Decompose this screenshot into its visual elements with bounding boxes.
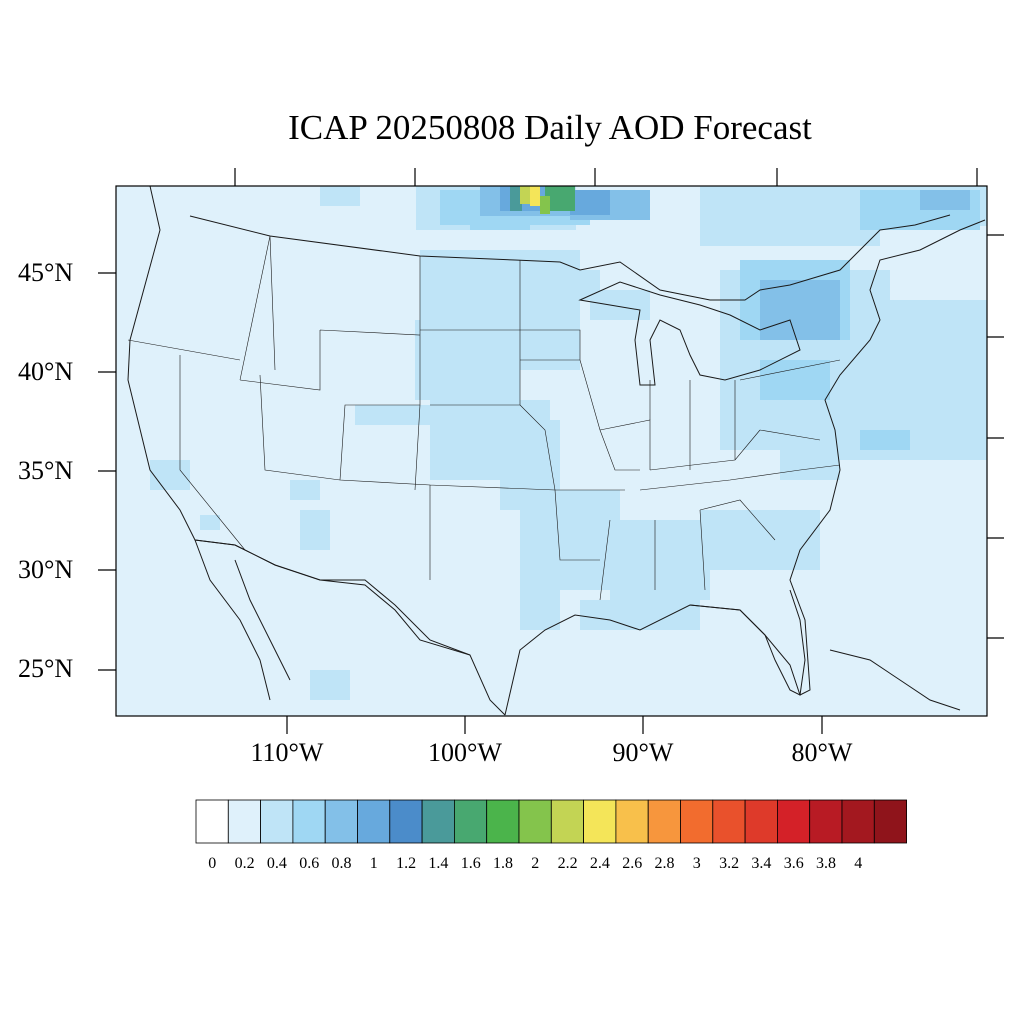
- colorbar-swatch: [324, 799, 358, 844]
- aod-cell: [760, 280, 840, 340]
- colorbar-label: 3: [692, 855, 701, 872]
- aod-cell: [530, 186, 540, 206]
- right-ticks: [987, 234, 1004, 639]
- map-frame: [115, 185, 988, 717]
- cuba: [829, 649, 961, 711]
- colorbar-swatch: [389, 799, 423, 844]
- colorbar-swatch: [647, 799, 681, 844]
- aod-cell: [920, 190, 970, 210]
- colorbar-swatch: [712, 799, 746, 844]
- aod-cell: [780, 420, 840, 480]
- aod-cell: [760, 360, 830, 400]
- colorbar-swatch: [615, 799, 649, 844]
- colorbar-label: 0.4: [266, 855, 287, 872]
- colorbar-swatch: [292, 799, 326, 844]
- baja: [194, 539, 291, 701]
- colorbar-label: 3.8: [816, 855, 836, 872]
- colorbar-label: 2.4: [589, 855, 610, 872]
- colorbar-swatch: [777, 799, 811, 844]
- colorbar-label: 1.2: [396, 855, 417, 872]
- colorbar-label: 0.2: [234, 855, 255, 872]
- map-title: ICAP 20250808 Daily AOD Forecast: [288, 108, 812, 147]
- lat-label-45: 45°N: [18, 258, 74, 287]
- colorbar-swatch: [486, 799, 520, 844]
- colorbar-swatch: [550, 799, 584, 844]
- colorbar-label: 3.6: [783, 855, 804, 872]
- aod-cell: [320, 186, 360, 206]
- aod-cell: [610, 520, 710, 600]
- top-ticks: [234, 168, 978, 186]
- aod-cell: [860, 430, 910, 450]
- colorbar-label: 3.2: [719, 855, 740, 872]
- aod-cell: [415, 320, 520, 400]
- aod-cell: [290, 480, 320, 500]
- aod-cell: [310, 670, 350, 700]
- lon-label-100w: 100°W: [428, 738, 502, 767]
- mexico-border: [194, 539, 471, 656]
- colorbar: [195, 799, 907, 844]
- aod-cell: [150, 460, 190, 490]
- aod-cell: [700, 186, 880, 246]
- aod-cell: [520, 250, 580, 370]
- aod-cell: [300, 510, 330, 550]
- colorbar-label: 3.4: [751, 855, 772, 872]
- aod-cell: [700, 510, 820, 570]
- bottom-ticks: [286, 716, 823, 734]
- canada-border: [189, 214, 951, 301]
- colorbar-swatch: [227, 799, 262, 844]
- aod-cell: [510, 186, 522, 211]
- colorbar-swatch: [453, 799, 488, 844]
- lon-label-90w: 90°W: [612, 738, 674, 767]
- colorbar-swatch: [357, 799, 391, 844]
- aod-cell: [540, 196, 550, 214]
- colorbar-label: 1: [369, 855, 378, 872]
- colorbar-swatch: [260, 799, 294, 844]
- colorbar-label: 1.8: [493, 855, 513, 872]
- colorbar-label: 2.8: [654, 855, 675, 872]
- aod-cell: [580, 600, 700, 630]
- colorbar-swatch: [744, 799, 778, 844]
- colorbar-label: 2: [531, 855, 540, 872]
- lon-label-80w: 80°W: [791, 738, 853, 767]
- colorbar-swatch: [873, 799, 907, 844]
- colorbar-swatch: [518, 799, 552, 844]
- great-lakes: [578, 281, 801, 386]
- colorbar-label: 2.6: [622, 855, 643, 872]
- aod-cell: [420, 250, 520, 330]
- florida: [689, 589, 806, 696]
- colorbar-label: 0.8: [331, 855, 352, 872]
- colorbar-label: 4: [854, 855, 863, 872]
- colorbar-swatch: [583, 799, 617, 844]
- lat-label-35: 35°N: [18, 456, 74, 485]
- colorbar-label: 2.2: [557, 855, 578, 872]
- colorbar-swatch: [809, 799, 843, 844]
- aod-cell: [200, 515, 220, 530]
- aod-cell: [355, 405, 435, 425]
- left-ticks: [98, 272, 116, 671]
- state-lines: [127, 235, 841, 601]
- colorbar-swatch: [195, 799, 229, 844]
- colorbar-swatch: [421, 799, 455, 844]
- colorbar-swatch: [841, 799, 875, 844]
- aod-cell: [570, 190, 610, 215]
- lat-label-25: 25°N: [18, 654, 74, 683]
- aod-cell: [590, 290, 650, 320]
- colorbar-label: 1.4: [428, 855, 449, 872]
- lat-label-30: 30°N: [18, 555, 74, 584]
- lat-label-40: 40°N: [18, 357, 74, 386]
- aod-cell: [520, 470, 560, 630]
- colorbar-swatch: [680, 799, 714, 844]
- boundaries: [127, 185, 986, 716]
- lon-label-110w: 110°W: [250, 738, 324, 767]
- colorbar-label: 1.6: [460, 855, 481, 872]
- colorbar-label: 0.6: [299, 855, 320, 872]
- aod-field: [150, 186, 987, 700]
- colorbar-label: 0: [208, 855, 217, 872]
